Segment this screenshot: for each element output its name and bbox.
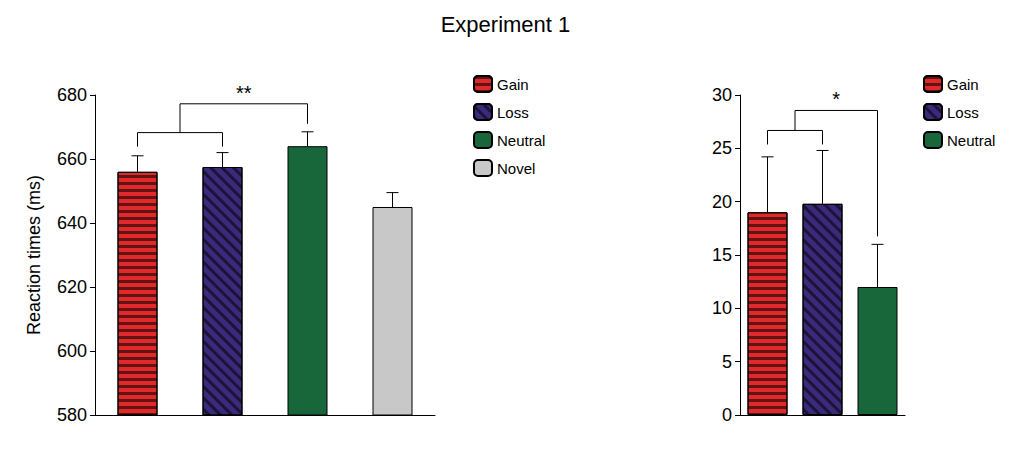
svg-text:Novel: Novel <box>497 160 535 177</box>
svg-text:680: 680 <box>57 85 87 105</box>
svg-text:600: 600 <box>57 341 87 361</box>
svg-text:Experiment 1: Experiment 1 <box>441 12 571 37</box>
svg-text:5: 5 <box>722 352 732 372</box>
svg-text:Loss: Loss <box>947 104 979 121</box>
svg-text:Loss: Loss <box>497 104 529 121</box>
svg-text:Gain: Gain <box>947 76 979 93</box>
svg-text:20: 20 <box>712 192 732 212</box>
svg-text:Reaction times (ms): Reaction times (ms) <box>24 175 44 335</box>
svg-text:620: 620 <box>57 277 87 297</box>
svg-text:25: 25 <box>712 138 732 158</box>
svg-text:15: 15 <box>712 245 732 265</box>
svg-text:0: 0 <box>722 405 732 425</box>
svg-text:640: 640 <box>57 213 87 233</box>
svg-text:Gain: Gain <box>497 76 529 93</box>
svg-text:Neutral: Neutral <box>497 132 545 149</box>
svg-text:30: 30 <box>712 85 732 105</box>
svg-text:10: 10 <box>712 298 732 318</box>
svg-text:Neutral: Neutral <box>947 132 995 149</box>
svg-text:**: ** <box>236 82 252 104</box>
svg-text:*: * <box>832 88 840 110</box>
svg-text:580: 580 <box>57 405 87 425</box>
svg-text:660: 660 <box>57 149 87 169</box>
